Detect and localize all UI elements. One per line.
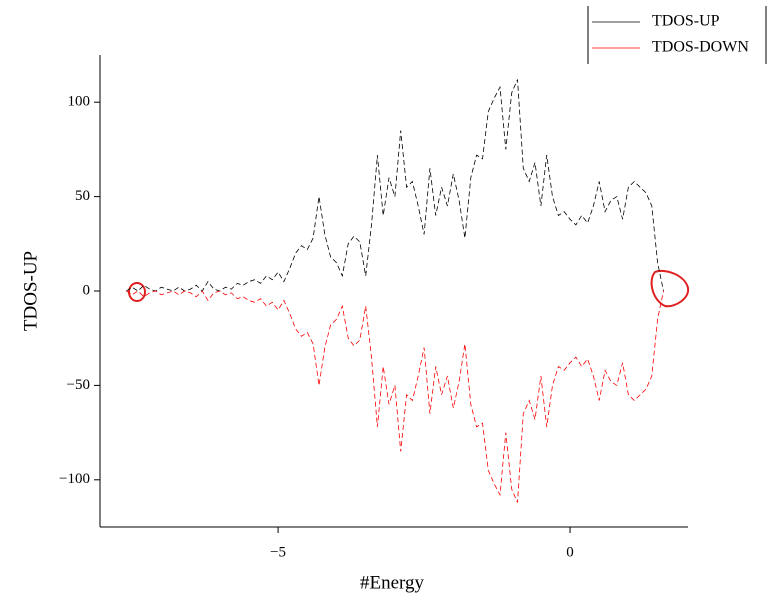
legend: TDOS-UP TDOS-DOWN [587, 6, 767, 64]
series-line [126, 79, 664, 292]
series-line [126, 290, 664, 503]
x-axis-title: #Energy [360, 572, 425, 593]
annotation-circle [650, 269, 690, 308]
y-tick-label: 100 [68, 94, 91, 110]
y-tick-label: 0 [83, 282, 91, 298]
y-tick-label: −50 [67, 377, 90, 393]
legend-label: TDOS-DOWN [652, 39, 749, 56]
x-tick-label: 0 [566, 544, 574, 560]
x-tick-label: −5 [270, 544, 286, 560]
legend-label: TDOS-UP [652, 13, 720, 30]
y-tick-label: 50 [75, 188, 90, 204]
y-axis-title: TDOS-UP [20, 251, 41, 331]
y-tick-label: −100 [59, 471, 90, 487]
annotation-circle [128, 282, 146, 302]
